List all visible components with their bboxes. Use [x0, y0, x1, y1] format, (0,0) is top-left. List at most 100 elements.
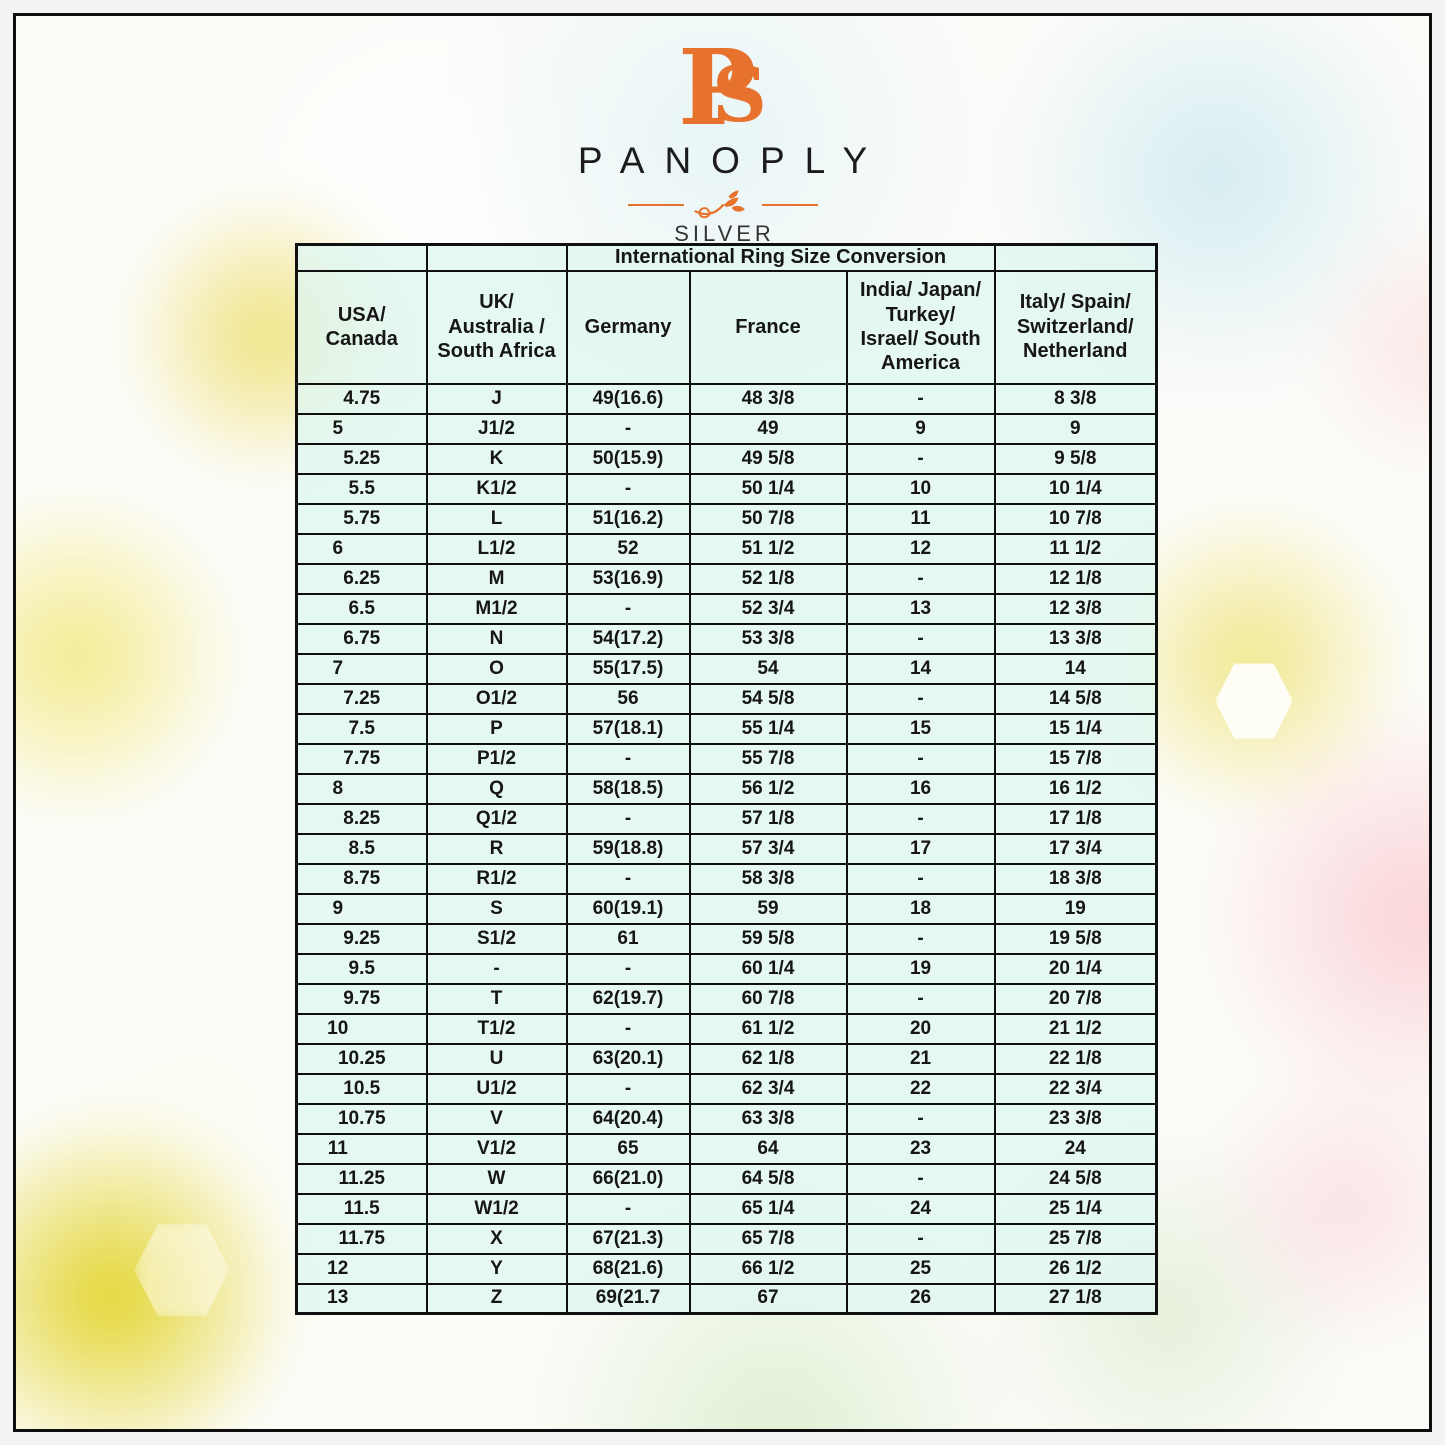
table-cell: 12 [295, 1252, 428, 1285]
table-cell: 61 [565, 922, 691, 955]
table-cell: 19 5/8 [993, 922, 1158, 955]
table-cell: 13 3/8 [993, 622, 1158, 655]
table-row: 5.25 K 50(15.9) 49 5/8-9 5/8 [295, 442, 1158, 475]
table-cell: - [845, 982, 996, 1015]
table-cell: 58(18.5) [565, 772, 691, 805]
table-cell: 23 [845, 1132, 996, 1165]
table-cell: 16 1/2 [993, 772, 1158, 805]
table-cell: J1/2 [425, 412, 568, 445]
table-cell: 11.5 [295, 1192, 428, 1225]
logo-divider [403, 190, 1043, 220]
table-row: 5.5 K1/2-50 1/4 10 10 1/4 [295, 472, 1158, 505]
table-cell: 69(21.7 [565, 1282, 691, 1315]
table-cell: L1/2 [425, 532, 568, 565]
table-cell: 9.75 [295, 982, 428, 1015]
table-cell: 50(15.9) [565, 442, 691, 475]
table-cell: - [565, 862, 691, 895]
table-cell: 57 1/8 [688, 802, 848, 835]
brand-name-text: PANOPLY [577, 140, 888, 181]
table-cell: 10.25 [295, 1042, 428, 1075]
divider-line-right [761, 204, 818, 206]
table-cell: L [425, 502, 568, 535]
table-cell: 56 [565, 682, 691, 715]
table-row: 7.5 P 57(18.1) 55 1/4 15 15 1/4 [295, 712, 1158, 745]
table-cell: - [565, 1192, 691, 1225]
table-cell: 23 3/8 [993, 1102, 1158, 1135]
table-cell: 9.5 [295, 952, 428, 985]
table-cell: - [845, 802, 996, 835]
table-cell: 65 [565, 1132, 691, 1165]
table-cell: 25 7/8 [993, 1222, 1158, 1255]
title-spacer-cell [425, 243, 568, 272]
table-cell: Q1/2 [425, 802, 568, 835]
table-cell: 6.25 [295, 562, 428, 595]
table-cell: 19 [993, 892, 1158, 925]
table-row: 6 L1/2 52 51 1/2 12 11 1/2 [295, 532, 1158, 565]
table-row: 13 Z 69(21.7 67 26 27 1/8 [295, 1282, 1158, 1315]
table-cell: 54 5/8 [688, 682, 848, 715]
table-cell: 24 5/8 [993, 1162, 1158, 1195]
table-cell: 57 3/4 [688, 832, 848, 865]
table-cell: 49 5/8 [688, 442, 848, 475]
table-cell: 12 1/8 [993, 562, 1158, 595]
table-cell: 5.75 [295, 502, 428, 535]
table-row: 9.75 T 62(19.7) 60 7/8-20 7/8 [295, 982, 1158, 1015]
table-cell: 11 [845, 502, 996, 535]
table-cell: 11.25 [295, 1162, 428, 1195]
table-title-row: International Ring Size Conversion [295, 243, 1158, 272]
table-cell: 20 7/8 [993, 982, 1158, 1015]
table-row: 8 Q 58(18.5) 56 1/2 16 16 1/2 [295, 772, 1158, 805]
table-cell: 56 1/2 [688, 772, 848, 805]
table-cell: - [565, 802, 691, 835]
table-cell: 14 5/8 [993, 682, 1158, 715]
table-cell: 8.25 [295, 802, 428, 835]
table-cell: 25 1/4 [993, 1192, 1158, 1225]
table-cell: 20 1/4 [993, 952, 1158, 985]
table-cell: 22 [845, 1072, 996, 1105]
table-cell: 9 [845, 412, 996, 445]
table-row: 11 V1/2 65 64 23 24 [295, 1132, 1158, 1165]
table-cell: 52 1/8 [688, 562, 848, 595]
table-cell: 60(19.1) [565, 892, 691, 925]
table-row: 8.5 R 59(18.8) 57 3/4 17 17 3/4 [295, 832, 1158, 865]
table-cell: - [565, 592, 691, 625]
table-cell: 10 [845, 472, 996, 505]
table-cell: 52 3/4 [688, 592, 848, 625]
column-header: France [688, 269, 848, 385]
table-cell: 5.5 [295, 472, 428, 505]
table-cell: 20 [845, 1012, 996, 1045]
table-cell: 55 7/8 [688, 742, 848, 775]
table-cell: W1/2 [425, 1192, 568, 1225]
table-cell: - [565, 472, 691, 505]
sub-brand-name: SILVER [403, 221, 1043, 247]
table-cell: 21 1/2 [993, 1012, 1158, 1045]
table-cell: 6.75 [295, 622, 428, 655]
table-cell: 48 3/8 [688, 382, 848, 415]
table-cell: U [425, 1042, 568, 1075]
table-cell: 5.25 [295, 442, 428, 475]
divider-line-left [627, 204, 684, 206]
table-cell: P1/2 [425, 742, 568, 775]
table-cell: 24 [845, 1192, 996, 1225]
table-row: 10.75 V 64(20.4) 63 3/8-23 3/8 [295, 1102, 1158, 1135]
table-cell: S1/2 [425, 922, 568, 955]
table-cell: 12 3/8 [993, 592, 1158, 625]
table-cell: 66 1/2 [688, 1252, 848, 1285]
table-cell: 12 [845, 532, 996, 565]
table-cell: 24 [993, 1132, 1158, 1165]
table-cell: 13 [845, 592, 996, 625]
table-cell: 64 5/8 [688, 1162, 848, 1195]
table-cell: Y [425, 1252, 568, 1285]
table-cell: 57(18.1) [565, 712, 691, 745]
table-cell: 53 3/8 [688, 622, 848, 655]
table-cell: M1/2 [425, 592, 568, 625]
table-cell: 63 3/8 [688, 1102, 848, 1135]
table-cell: - [565, 1012, 691, 1045]
table-cell: 15 [845, 712, 996, 745]
table-cell: 17 3/4 [993, 832, 1158, 865]
table-row: 5 J1/2-49 9 9 [295, 412, 1158, 445]
table-cell: 17 1/8 [993, 802, 1158, 835]
table-body: 4.75 J 49(16.6) 48 3/8-8 3/8 5 J1/2-49 9 9 5.25 K… [295, 382, 1158, 1315]
table-cell: - [845, 862, 996, 895]
table-cell: 16 [845, 772, 996, 805]
